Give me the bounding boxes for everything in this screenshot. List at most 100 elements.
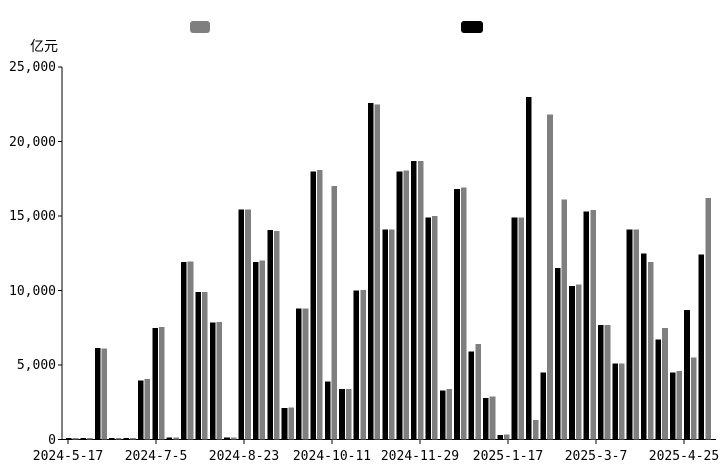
bar-gray: [216, 321, 223, 440]
bar-gray: [547, 114, 553, 440]
legend-swatch-gray: [190, 21, 210, 33]
bar-black: [684, 309, 690, 440]
bar-gray: [460, 187, 467, 440]
bar-black: [152, 327, 158, 440]
bar-gray: [101, 348, 108, 440]
bar-black: [597, 324, 604, 440]
bar-gray: [489, 396, 496, 440]
bar-black: [425, 217, 432, 440]
bar-black: [195, 291, 201, 440]
bar-black: [339, 388, 345, 440]
bar-gray: [130, 438, 136, 440]
bar-gray: [230, 437, 237, 440]
bar-gray: [374, 104, 381, 440]
bar-black: [80, 438, 86, 440]
tick-marks: [58, 66, 685, 444]
bar-gray: [87, 438, 93, 440]
bar-black: [655, 339, 662, 440]
bar-black: [296, 308, 302, 440]
bar-gray: [245, 209, 251, 440]
bar-gray: [173, 437, 179, 440]
bar-black: [66, 438, 72, 440]
y-tick-label: 0: [48, 433, 56, 448]
bar-gray: [158, 327, 165, 440]
bar-black: [324, 381, 331, 440]
bar-black: [641, 253, 647, 440]
bar-gray: [202, 291, 208, 440]
bar-black: [209, 322, 216, 440]
y-tick-label: 20,000: [9, 135, 56, 150]
x-tick-label: 2025-4-25: [649, 449, 719, 464]
bar-black: [482, 397, 489, 440]
bar-black: [583, 211, 590, 440]
bar-black: [626, 229, 633, 440]
bar-gray: [676, 370, 683, 440]
bar-black: [411, 160, 417, 440]
bar-gray: [432, 216, 438, 440]
bar-black: [569, 286, 575, 440]
bar-black: [511, 217, 518, 440]
legend-swatch-black: [461, 21, 483, 33]
bar-black: [310, 171, 317, 440]
bar-gray: [518, 217, 525, 440]
bar-gray: [604, 324, 611, 440]
bar-gray: [446, 388, 453, 440]
bar-black: [109, 438, 115, 440]
bar-gray: [302, 308, 309, 440]
x-tick-label: 2025-3-7: [565, 449, 628, 464]
bar-black: [554, 268, 561, 440]
bar-black: [382, 229, 388, 440]
bar-gray: [475, 344, 481, 440]
x-tick-label: 2024-7-5: [125, 449, 188, 464]
bar-gray: [403, 170, 409, 440]
bar-gray: [288, 407, 294, 440]
bar-gray: [72, 438, 79, 440]
bar-black: [439, 390, 446, 440]
x-tick-labels: 2024-5-17 2024-7-5 2024-8-23 2024-10-11 …: [33, 449, 719, 464]
bar-black: [281, 408, 288, 440]
bar-gray: [619, 363, 625, 440]
bar-black: [267, 230, 273, 440]
bar-gray: [144, 379, 151, 440]
bar-gray: [317, 169, 323, 440]
y-tick-label: 10,000: [9, 284, 56, 299]
x-tick-label: 2024-10-11: [293, 449, 371, 464]
bar-gray: [273, 230, 280, 440]
bar-gray: [575, 284, 582, 440]
x-tick-label: 2024-5-17: [33, 449, 103, 464]
x-tick-label: 2024-11-29: [381, 449, 459, 464]
x-tick-label: 2024-8-23: [209, 449, 279, 464]
bar-black: [238, 209, 245, 440]
bar-gray: [389, 229, 395, 440]
y-axis-unit-label: 亿元: [30, 39, 58, 55]
bar-gray: [690, 357, 697, 440]
bar-gray: [590, 210, 596, 440]
bar-gray: [331, 186, 338, 440]
bar-black: [669, 372, 676, 440]
bar-gray: [345, 388, 352, 440]
bar-gray: [259, 260, 266, 440]
bars-group: [66, 96, 711, 440]
bar-gray: [187, 261, 194, 440]
bar-black: [612, 363, 618, 440]
bar-gray: [561, 199, 568, 440]
bar-black: [224, 437, 230, 440]
bar-black: [468, 351, 475, 440]
x-tick-label: 2025-1-17: [473, 449, 543, 464]
bar-black: [497, 435, 503, 440]
bar-gray: [647, 262, 654, 440]
bar-black: [123, 438, 130, 440]
y-tick-label: 15,000: [9, 209, 56, 224]
bar-black: [540, 372, 547, 440]
bar-black: [396, 171, 403, 440]
bar-black: [526, 96, 532, 440]
bar-black: [252, 262, 259, 440]
y-tick-label: 25,000: [9, 60, 56, 75]
y-tick-label: 5,000: [17, 358, 56, 373]
bar-gray: [662, 327, 668, 440]
bar-black: [367, 102, 374, 440]
bar-black: [181, 262, 187, 440]
bar-gray: [532, 420, 539, 440]
